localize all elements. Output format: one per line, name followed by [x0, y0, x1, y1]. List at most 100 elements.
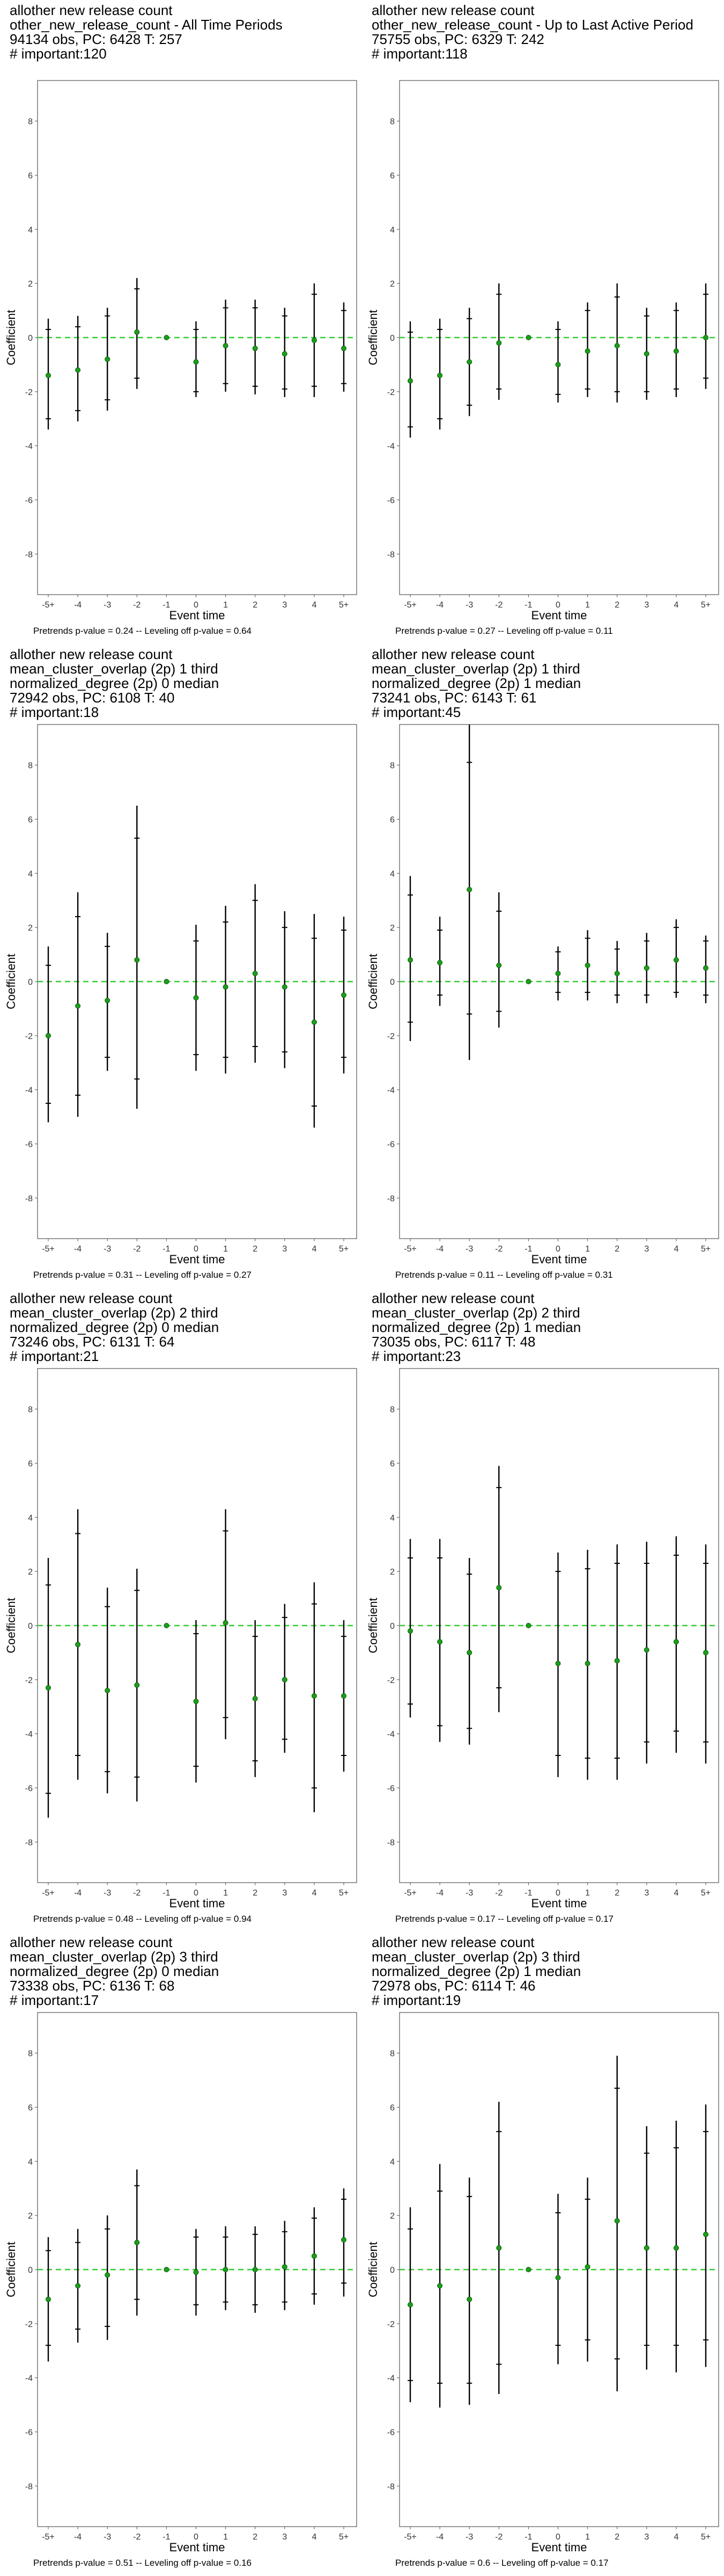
chart-title-line: allother new release count: [372, 2, 535, 18]
y-tick-label: 6: [390, 2103, 395, 2112]
coefficient-point: [282, 984, 287, 990]
event-study-panel: allother new release count other_new_rele…: [0, 0, 362, 644]
x-tick-label: 4: [312, 2533, 316, 2542]
coefficient-point: [703, 1650, 708, 1656]
y-tick-label: 8: [390, 2050, 395, 2059]
x-axis-label: Event time: [169, 609, 225, 620]
y-tick-label: 2: [390, 2212, 395, 2221]
chart-title-line: # important:19: [372, 1992, 461, 2008]
y-tick-label: -8: [25, 1194, 33, 1203]
x-tick-label: -2: [495, 601, 503, 610]
y-tick-label: -6: [25, 496, 33, 506]
coefficient-point: [105, 998, 110, 1004]
coefficient-point: [437, 2283, 443, 2289]
coefficient-point: [193, 2270, 199, 2275]
x-tick-label: 1: [223, 1889, 228, 1898]
coefficient-point: [673, 957, 679, 963]
chart-title-line: normalized_degree (2p) 0 median: [10, 1963, 219, 1979]
chart-title: allother new release count other_new_rele…: [372, 3, 693, 61]
x-tick-label: -2: [133, 1245, 141, 1254]
y-tick-label: -2: [387, 2320, 395, 2329]
coefficient-point: [555, 2275, 561, 2281]
x-tick-label: 3: [282, 2533, 287, 2542]
chart-title-line: allother new release count: [10, 646, 173, 662]
y-tick-label: 6: [28, 1459, 33, 1468]
x-tick-label: 4: [674, 2533, 678, 2542]
x-tick-label: 0: [556, 601, 560, 610]
chart-title-line: normalized_degree (2p) 1 median: [372, 675, 581, 691]
coefficient-point: [496, 1585, 502, 1591]
coefficient-point: [526, 1623, 531, 1628]
event-study-panel: allother new release count other_new_rele…: [362, 0, 724, 644]
x-tick-label: -3: [466, 601, 473, 610]
x-tick-label: -4: [436, 1245, 444, 1254]
coefficient-point: [311, 338, 317, 343]
chart-title-line: # important:23: [372, 1348, 461, 1364]
coefficient-point: [467, 887, 472, 892]
x-tick-label: 2: [615, 601, 619, 610]
x-tick-label: -3: [466, 1245, 473, 1254]
coefficient-point: [193, 359, 199, 365]
pvalue-caption: Pretrends p-value = 0.51 -- Leveling off…: [33, 2558, 252, 2568]
y-tick-label: 4: [390, 869, 395, 879]
x-tick-label: 0: [194, 601, 198, 610]
y-tick-label: 6: [390, 171, 395, 180]
chart-title-line: allother new release count: [372, 1934, 535, 1950]
x-tick-label: 2: [253, 1889, 257, 1898]
x-tick-label: -4: [74, 1245, 82, 1254]
x-tick-label: -2: [133, 2533, 141, 2542]
chart-title-line: mean_cluster_overlap (2p) 1 third: [10, 661, 218, 677]
coefficient-point: [703, 335, 708, 340]
y-tick-label: 6: [28, 2103, 33, 2112]
coefficient-point: [311, 2253, 317, 2259]
chart-title-line: 94134 obs, PC: 6428 T: 257: [10, 31, 182, 47]
coefficient-point: [437, 1639, 443, 1645]
x-tick-label: -1: [524, 601, 532, 610]
pvalue-caption: Pretrends p-value = 0.24 -- Leveling off…: [33, 626, 252, 636]
x-tick-label: -4: [436, 2533, 444, 2542]
coefficient-point: [467, 359, 472, 365]
chart-title-line: normalized_degree (2p) 1 median: [372, 1319, 581, 1335]
coefficient-point: [193, 1699, 199, 1704]
x-tick-label: 2: [615, 1245, 619, 1254]
x-tick-label: -1: [162, 1245, 170, 1254]
coefficient-point: [408, 957, 413, 963]
x-tick-label: -2: [133, 601, 141, 610]
coefficient-point: [555, 1660, 561, 1666]
coefficient-point: [644, 2245, 649, 2251]
coefficient-point: [341, 346, 346, 352]
y-tick-label: -2: [387, 388, 395, 397]
coefficient-point: [105, 2272, 110, 2278]
event-study-plot: -8 -6 -4 -2 0 2 4 6 8 -5+ -4 -3 -2 -1 0 1 2 3 4 5+ Event tim…: [4, 1368, 357, 1908]
y-tick-label: 0: [28, 1622, 33, 1631]
chart-title-line: other_new_release_count - Up to Last Act…: [372, 17, 693, 33]
x-tick-label: 1: [223, 601, 228, 610]
y-tick-label: -4: [387, 2374, 395, 2383]
y-tick-label: -8: [25, 1838, 33, 1847]
chart-title-line: allother new release count: [10, 1290, 173, 1306]
x-tick-label: 4: [674, 601, 678, 610]
x-tick-label: -4: [74, 1889, 82, 1898]
x-tick-label: -5+: [404, 1889, 417, 1898]
coefficient-point: [555, 362, 561, 368]
y-axis-label: Coefficient: [366, 310, 380, 365]
coefficient-point: [75, 1003, 81, 1009]
coefficient-point: [408, 2302, 413, 2308]
coefficient-point: [252, 2267, 258, 2272]
x-tick-label: 3: [644, 1889, 649, 1898]
coefficient-point: [673, 348, 679, 354]
pvalue-caption: Pretrends p-value = 0.27 -- Leveling off…: [395, 626, 613, 636]
y-tick-label: -4: [25, 1086, 33, 1095]
x-axis-label: Event time: [531, 2541, 587, 2552]
chart-title-line: mean_cluster_overlap (2p) 3 third: [372, 1949, 580, 1965]
x-tick-label: 1: [585, 2533, 590, 2542]
coefficient-point: [673, 2245, 679, 2251]
coefficient-point: [164, 2267, 169, 2272]
y-tick-label: 4: [390, 1513, 395, 1523]
chart-title-line: allother new release count: [10, 2, 173, 18]
x-axis-label: Event time: [531, 1253, 587, 1264]
x-tick-label: 3: [282, 1245, 287, 1254]
chart-title-line: 75755 obs, PC: 6329 T: 242: [372, 31, 544, 47]
x-tick-label: 0: [556, 1889, 560, 1898]
y-tick-label: -6: [25, 2428, 33, 2438]
